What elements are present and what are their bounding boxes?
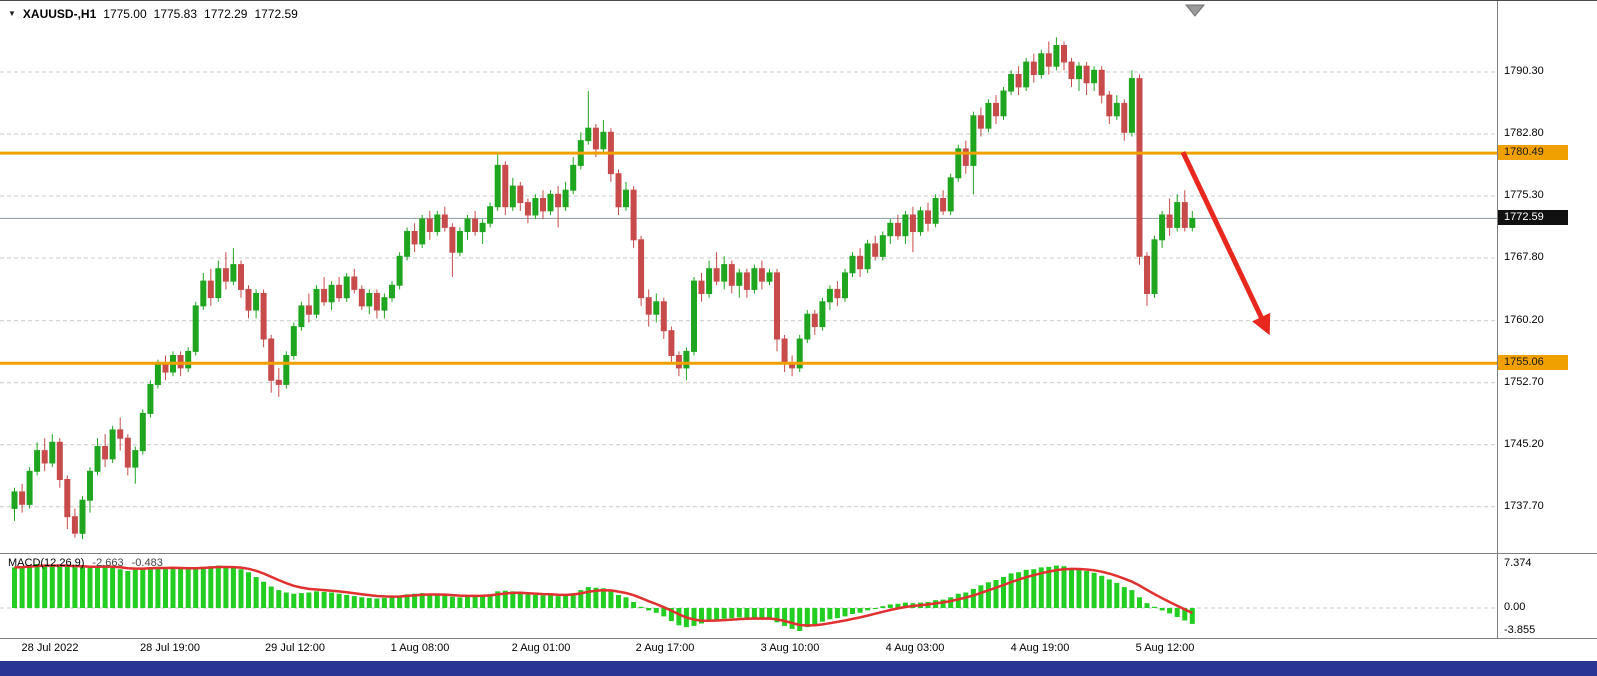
time-axis-label: 4 Aug 03:00	[885, 642, 945, 654]
price-axis-label: 1782.80	[1504, 127, 1544, 139]
symbol-dropdown-icon[interactable]: ▼	[8, 9, 16, 18]
time-axis-label: 28 Jul 19:00	[140, 642, 200, 654]
price-axis-label: 1737.70	[1504, 499, 1544, 512]
chart-shift-marker-icon[interactable]	[1184, 4, 1206, 17]
symbol-info: ▼ XAUUSD-,H1 1775.00 1775.83 1772.29 177…	[8, 7, 298, 21]
time-axis-label: 2 Aug 17:00	[635, 642, 695, 654]
time-axis-label: 28 Jul 2022	[21, 642, 79, 654]
macd-main-value: -2.663	[92, 557, 124, 569]
price-axis[interactable]: 1790.30 1782.80 1775.30 1767.80 1760.20 …	[1497, 1, 1597, 638]
ohlc-low: 1772.29	[204, 7, 248, 21]
current-price-tag: 1772.59	[1498, 210, 1568, 226]
macd-axis-label: -3.855	[1504, 624, 1536, 636]
time-axis-label: 1 Aug 08:00	[390, 642, 450, 654]
price-gridlines	[0, 71, 1497, 609]
resistance-price-tag: 1780.49	[1498, 145, 1568, 161]
price-axis-label: 1767.80	[1504, 251, 1544, 263]
support-price-tag: 1755.06	[1498, 355, 1568, 371]
ohlc-high: 1775.83	[153, 7, 198, 21]
price-axis-label: 1775.30	[1504, 189, 1544, 201]
macd-indicator-info: MACD(12,26,9) -2.663 -0.483	[8, 557, 163, 569]
price-axis-label: 1745.20	[1504, 437, 1544, 450]
price-axis-label: 1760.20	[1504, 313, 1544, 326]
time-axis-label: 29 Jul 12:00	[265, 642, 325, 654]
macd-signal-line	[14, 564, 1193, 627]
macd-axis-label: 7.374	[1504, 557, 1532, 569]
macd-histogram	[12, 564, 1195, 631]
time-axis-label: 2 Aug 01:00	[511, 642, 571, 654]
trend-arrow[interactable]	[1180, 151, 1271, 336]
macd-label: MACD(12,26,9)	[8, 557, 85, 569]
time-axis-label: 3 Aug 10:00	[760, 642, 820, 654]
candles	[11, 37, 1196, 540]
ohlc-close: 1772.59	[254, 7, 298, 21]
time-axis[interactable]: 28 Jul 2022 28 Jul 19:00 29 Jul 12:00 1 …	[0, 638, 1497, 661]
pane-separators	[0, 1, 1597, 639]
macd-axis-label: 0.00	[1504, 601, 1526, 613]
ohlc-open: 1775.00	[103, 7, 147, 21]
macd-signal-value: -0.483	[131, 557, 163, 569]
window-bottom-border	[0, 661, 1597, 676]
price-axis-label: 1790.30	[1504, 65, 1544, 77]
time-axis-label: 4 Aug 19:00	[1010, 642, 1070, 654]
symbol-period-label: XAUUSD-,H1	[22, 7, 97, 21]
price-axis-label: 1752.70	[1504, 375, 1544, 388]
time-axis-label: 5 Aug 12:00	[1135, 642, 1195, 654]
